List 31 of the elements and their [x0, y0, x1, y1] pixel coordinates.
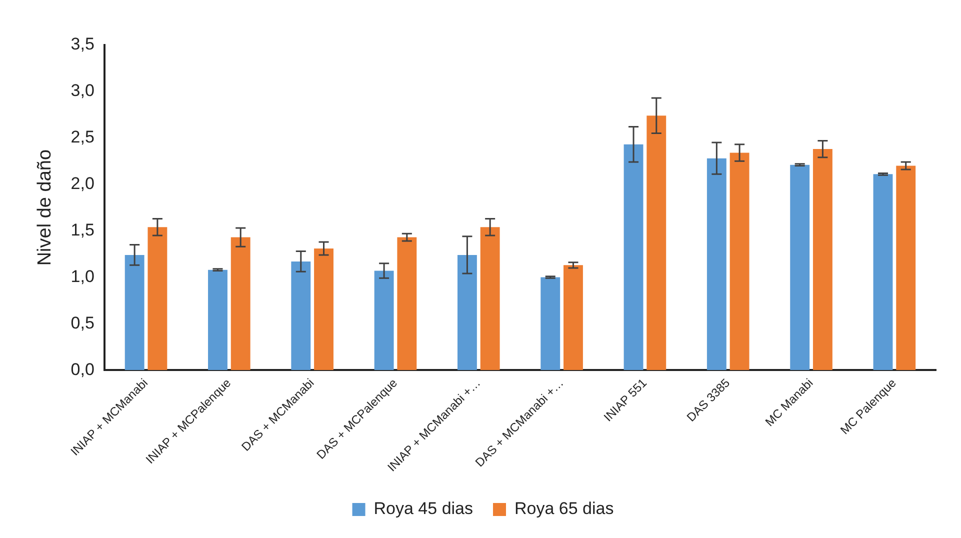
bar — [374, 270, 394, 370]
bar — [896, 166, 916, 370]
y-tick-label: 0,0 — [70, 360, 94, 379]
y-axis-title: Nivel de daño — [34, 149, 56, 266]
bar — [873, 174, 893, 370]
bar — [624, 144, 644, 370]
y-tick-label: 3,0 — [70, 81, 94, 100]
y-tick-label: 1,0 — [70, 266, 94, 286]
bar — [540, 277, 560, 370]
bar — [480, 227, 500, 370]
legend-label: Roya 65 dias — [514, 499, 614, 518]
bar — [148, 227, 168, 370]
bar — [230, 237, 250, 370]
bar — [812, 149, 832, 370]
bar — [790, 164, 810, 370]
bar — [291, 261, 311, 370]
y-tick-label: 2,5 — [70, 128, 94, 147]
bar — [314, 248, 334, 370]
bar — [706, 158, 726, 370]
bar — [646, 116, 666, 370]
legend-label: Roya 45 dias — [374, 499, 474, 518]
bar — [208, 270, 228, 370]
bar — [397, 237, 417, 370]
y-tick-label: 2,0 — [70, 174, 94, 194]
bar — [730, 152, 750, 370]
y-tick-label: 0,5 — [70, 313, 94, 332]
y-tick-label: 1,5 — [70, 220, 94, 240]
bar — [124, 254, 144, 370]
y-tick-label: 3,5 — [70, 34, 94, 54]
bar — [457, 254, 477, 370]
bar — [564, 265, 583, 370]
